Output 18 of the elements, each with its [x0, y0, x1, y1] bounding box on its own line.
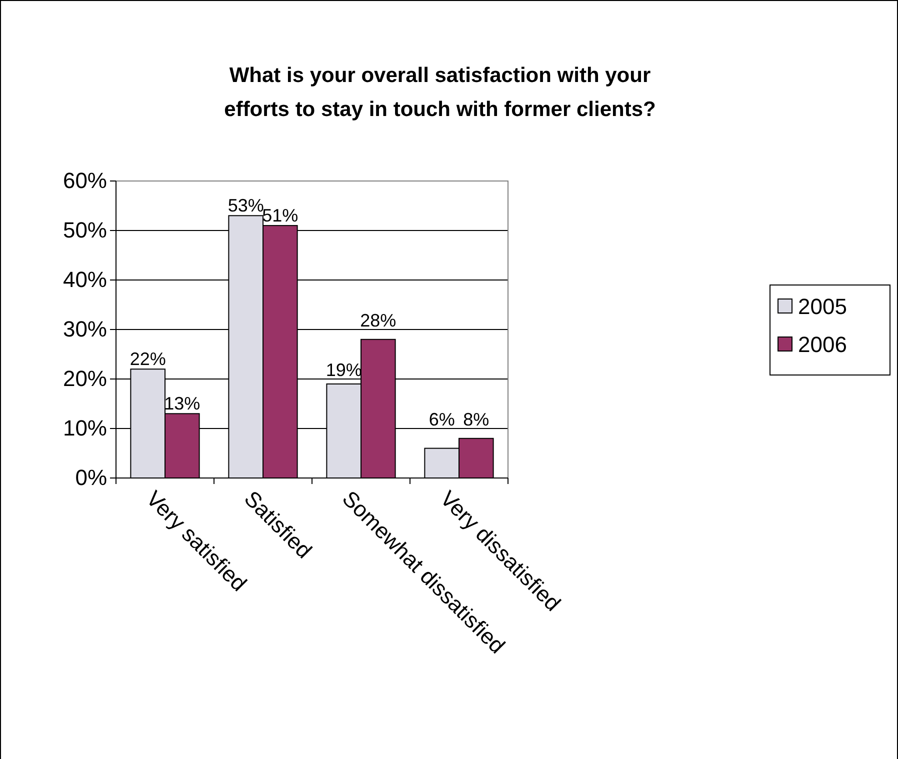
y-tick-label: 20%: [62, 366, 107, 392]
data-label: 19%: [326, 360, 362, 380]
data-label: 28%: [360, 310, 396, 330]
y-tick-label: 40%: [62, 267, 107, 292]
legend-label: 2005: [798, 294, 847, 319]
y-tick-label: 30%: [62, 316, 107, 342]
legend-label: 2006: [798, 332, 847, 357]
y-tick-label: 50%: [62, 218, 107, 243]
y-tick-label: 60%: [62, 168, 107, 194]
chart-title: What is your overall satisfaction with your efforts to stay in touch with former clients?: [224, 64, 656, 121]
data-label: 13%: [164, 394, 200, 414]
y-tick-label: 0%: [75, 465, 107, 490]
data-label: 8%: [463, 410, 490, 430]
data-label: 6%: [428, 410, 455, 430]
y-tick-label: 10%: [62, 416, 107, 441]
data-label: 53%: [228, 196, 264, 216]
data-label: 22%: [130, 349, 166, 370]
data-label: 51%: [262, 206, 298, 226]
